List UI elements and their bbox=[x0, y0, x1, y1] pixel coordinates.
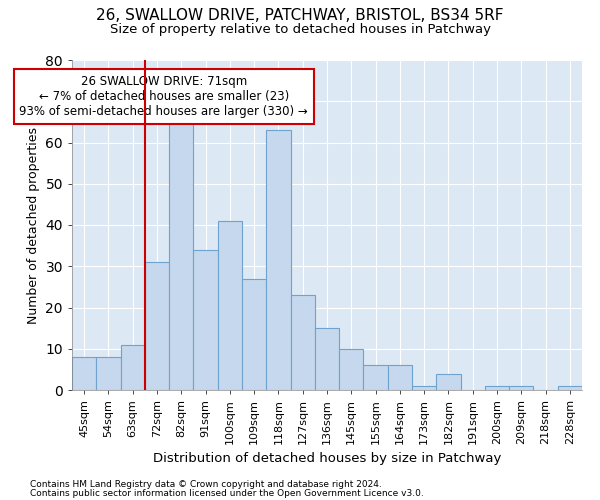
Bar bbox=[72, 357, 96, 390]
Bar bbox=[364, 365, 388, 390]
X-axis label: Distribution of detached houses by size in Patchway: Distribution of detached houses by size … bbox=[153, 452, 501, 466]
Text: 26 SWALLOW DRIVE: 71sqm
← 7% of detached houses are smaller (23)
93% of semi-det: 26 SWALLOW DRIVE: 71sqm ← 7% of detached… bbox=[19, 75, 308, 118]
Bar bbox=[266, 130, 290, 390]
Text: 26, SWALLOW DRIVE, PATCHWAY, BRISTOL, BS34 5RF: 26, SWALLOW DRIVE, PATCHWAY, BRISTOL, BS… bbox=[96, 8, 504, 22]
Bar bbox=[169, 122, 193, 390]
Bar bbox=[558, 386, 582, 390]
Text: Size of property relative to detached houses in Patchway: Size of property relative to detached ho… bbox=[110, 22, 491, 36]
Bar bbox=[96, 357, 121, 390]
Bar bbox=[290, 295, 315, 390]
Text: Contains public sector information licensed under the Open Government Licence v3: Contains public sector information licen… bbox=[30, 488, 424, 498]
Bar bbox=[193, 250, 218, 390]
Bar bbox=[339, 349, 364, 390]
Bar bbox=[436, 374, 461, 390]
Bar bbox=[242, 278, 266, 390]
Bar bbox=[145, 262, 169, 390]
Text: Contains HM Land Registry data © Crown copyright and database right 2024.: Contains HM Land Registry data © Crown c… bbox=[30, 480, 382, 489]
Bar bbox=[218, 221, 242, 390]
Bar bbox=[121, 344, 145, 390]
Bar bbox=[388, 365, 412, 390]
Bar bbox=[509, 386, 533, 390]
Y-axis label: Number of detached properties: Number of detached properties bbox=[27, 126, 40, 324]
Bar bbox=[315, 328, 339, 390]
Bar bbox=[412, 386, 436, 390]
Bar bbox=[485, 386, 509, 390]
